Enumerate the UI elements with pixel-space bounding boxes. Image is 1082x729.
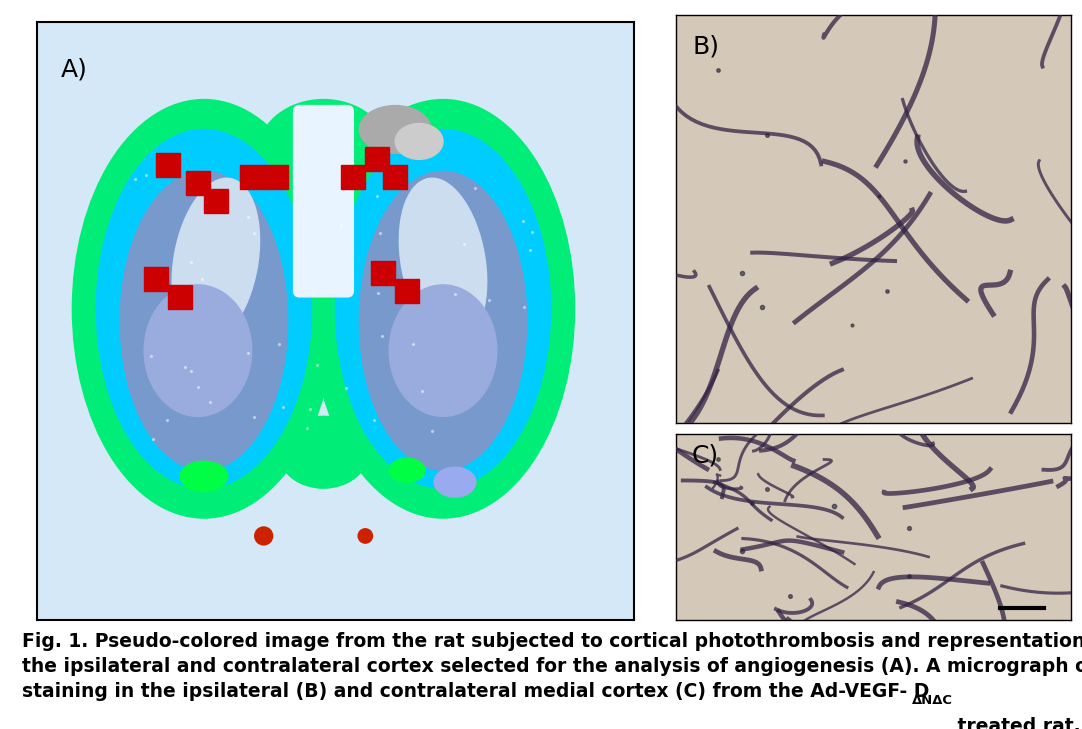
Bar <box>371 261 395 285</box>
Point <box>270 338 288 350</box>
Point <box>900 522 918 534</box>
Point <box>142 351 159 362</box>
Ellipse shape <box>395 123 443 160</box>
Ellipse shape <box>120 171 288 470</box>
Point <box>366 414 383 426</box>
Point <box>239 347 256 359</box>
Point <box>338 382 355 394</box>
FancyBboxPatch shape <box>293 106 354 297</box>
Ellipse shape <box>359 171 527 470</box>
Ellipse shape <box>279 416 368 488</box>
Point <box>245 227 262 238</box>
Point <box>207 194 224 206</box>
Point <box>299 422 316 434</box>
Point <box>844 319 861 331</box>
Text: B): B) <box>692 35 720 59</box>
Ellipse shape <box>258 100 390 207</box>
Point <box>734 545 751 557</box>
Point <box>127 174 144 185</box>
Bar <box>168 285 192 309</box>
Text: A): A) <box>61 58 88 82</box>
Ellipse shape <box>359 106 431 153</box>
Point <box>333 219 351 230</box>
Point <box>758 130 776 141</box>
Point <box>826 500 843 512</box>
Point <box>183 257 200 268</box>
Bar <box>240 165 264 190</box>
Bar <box>203 190 228 213</box>
Point <box>369 287 386 299</box>
Ellipse shape <box>434 467 476 497</box>
Point <box>754 302 771 313</box>
Point <box>413 385 431 397</box>
Point <box>758 483 776 495</box>
Text: C): C) <box>692 443 720 467</box>
Bar <box>366 147 390 171</box>
Ellipse shape <box>172 179 260 343</box>
Bar <box>186 171 210 195</box>
Point <box>710 64 727 76</box>
Point <box>372 227 390 238</box>
Point <box>710 453 727 465</box>
Circle shape <box>254 527 273 545</box>
Point <box>240 211 258 223</box>
Point <box>245 410 262 422</box>
Point <box>274 402 291 413</box>
Point <box>879 285 896 297</box>
Point <box>480 295 498 306</box>
Text: ΔNΔC: ΔNΔC <box>912 694 953 707</box>
Ellipse shape <box>144 285 252 416</box>
Point <box>515 215 532 227</box>
Point <box>404 338 421 350</box>
Text: treated rat. Scale bar: treated rat. Scale bar <box>951 717 1082 729</box>
Text: Fig. 1. Pseudo-colored image from the rat subjected to cortical photothrombosis : Fig. 1. Pseudo-colored image from the ra… <box>22 632 1082 701</box>
Point <box>373 330 391 342</box>
Ellipse shape <box>96 130 312 488</box>
Ellipse shape <box>390 285 497 416</box>
Circle shape <box>358 529 372 543</box>
Ellipse shape <box>312 100 575 518</box>
Point <box>137 169 155 181</box>
Point <box>734 268 751 279</box>
Point <box>176 362 194 373</box>
Point <box>145 433 162 445</box>
Point <box>896 155 913 167</box>
Bar <box>264 165 288 190</box>
Point <box>456 238 473 250</box>
Ellipse shape <box>72 100 335 518</box>
Point <box>183 365 200 377</box>
Point <box>781 590 799 601</box>
Ellipse shape <box>399 179 487 343</box>
Bar <box>395 279 419 303</box>
Point <box>308 359 326 370</box>
Point <box>522 244 539 256</box>
Point <box>368 190 385 201</box>
Ellipse shape <box>390 459 425 482</box>
Point <box>194 273 211 285</box>
Bar <box>156 153 180 177</box>
Bar <box>144 267 168 291</box>
Point <box>743 497 761 509</box>
Point <box>524 226 541 238</box>
Ellipse shape <box>335 130 551 488</box>
Bar <box>342 165 366 190</box>
Point <box>900 570 918 582</box>
Point <box>446 289 463 300</box>
Ellipse shape <box>180 461 228 491</box>
Point <box>424 425 441 437</box>
Point <box>302 403 319 415</box>
Point <box>201 397 219 408</box>
Bar <box>383 165 407 190</box>
Point <box>158 415 175 426</box>
Point <box>466 182 484 193</box>
Point <box>870 190 887 201</box>
Point <box>195 187 212 198</box>
Point <box>189 381 207 393</box>
Point <box>515 301 532 313</box>
